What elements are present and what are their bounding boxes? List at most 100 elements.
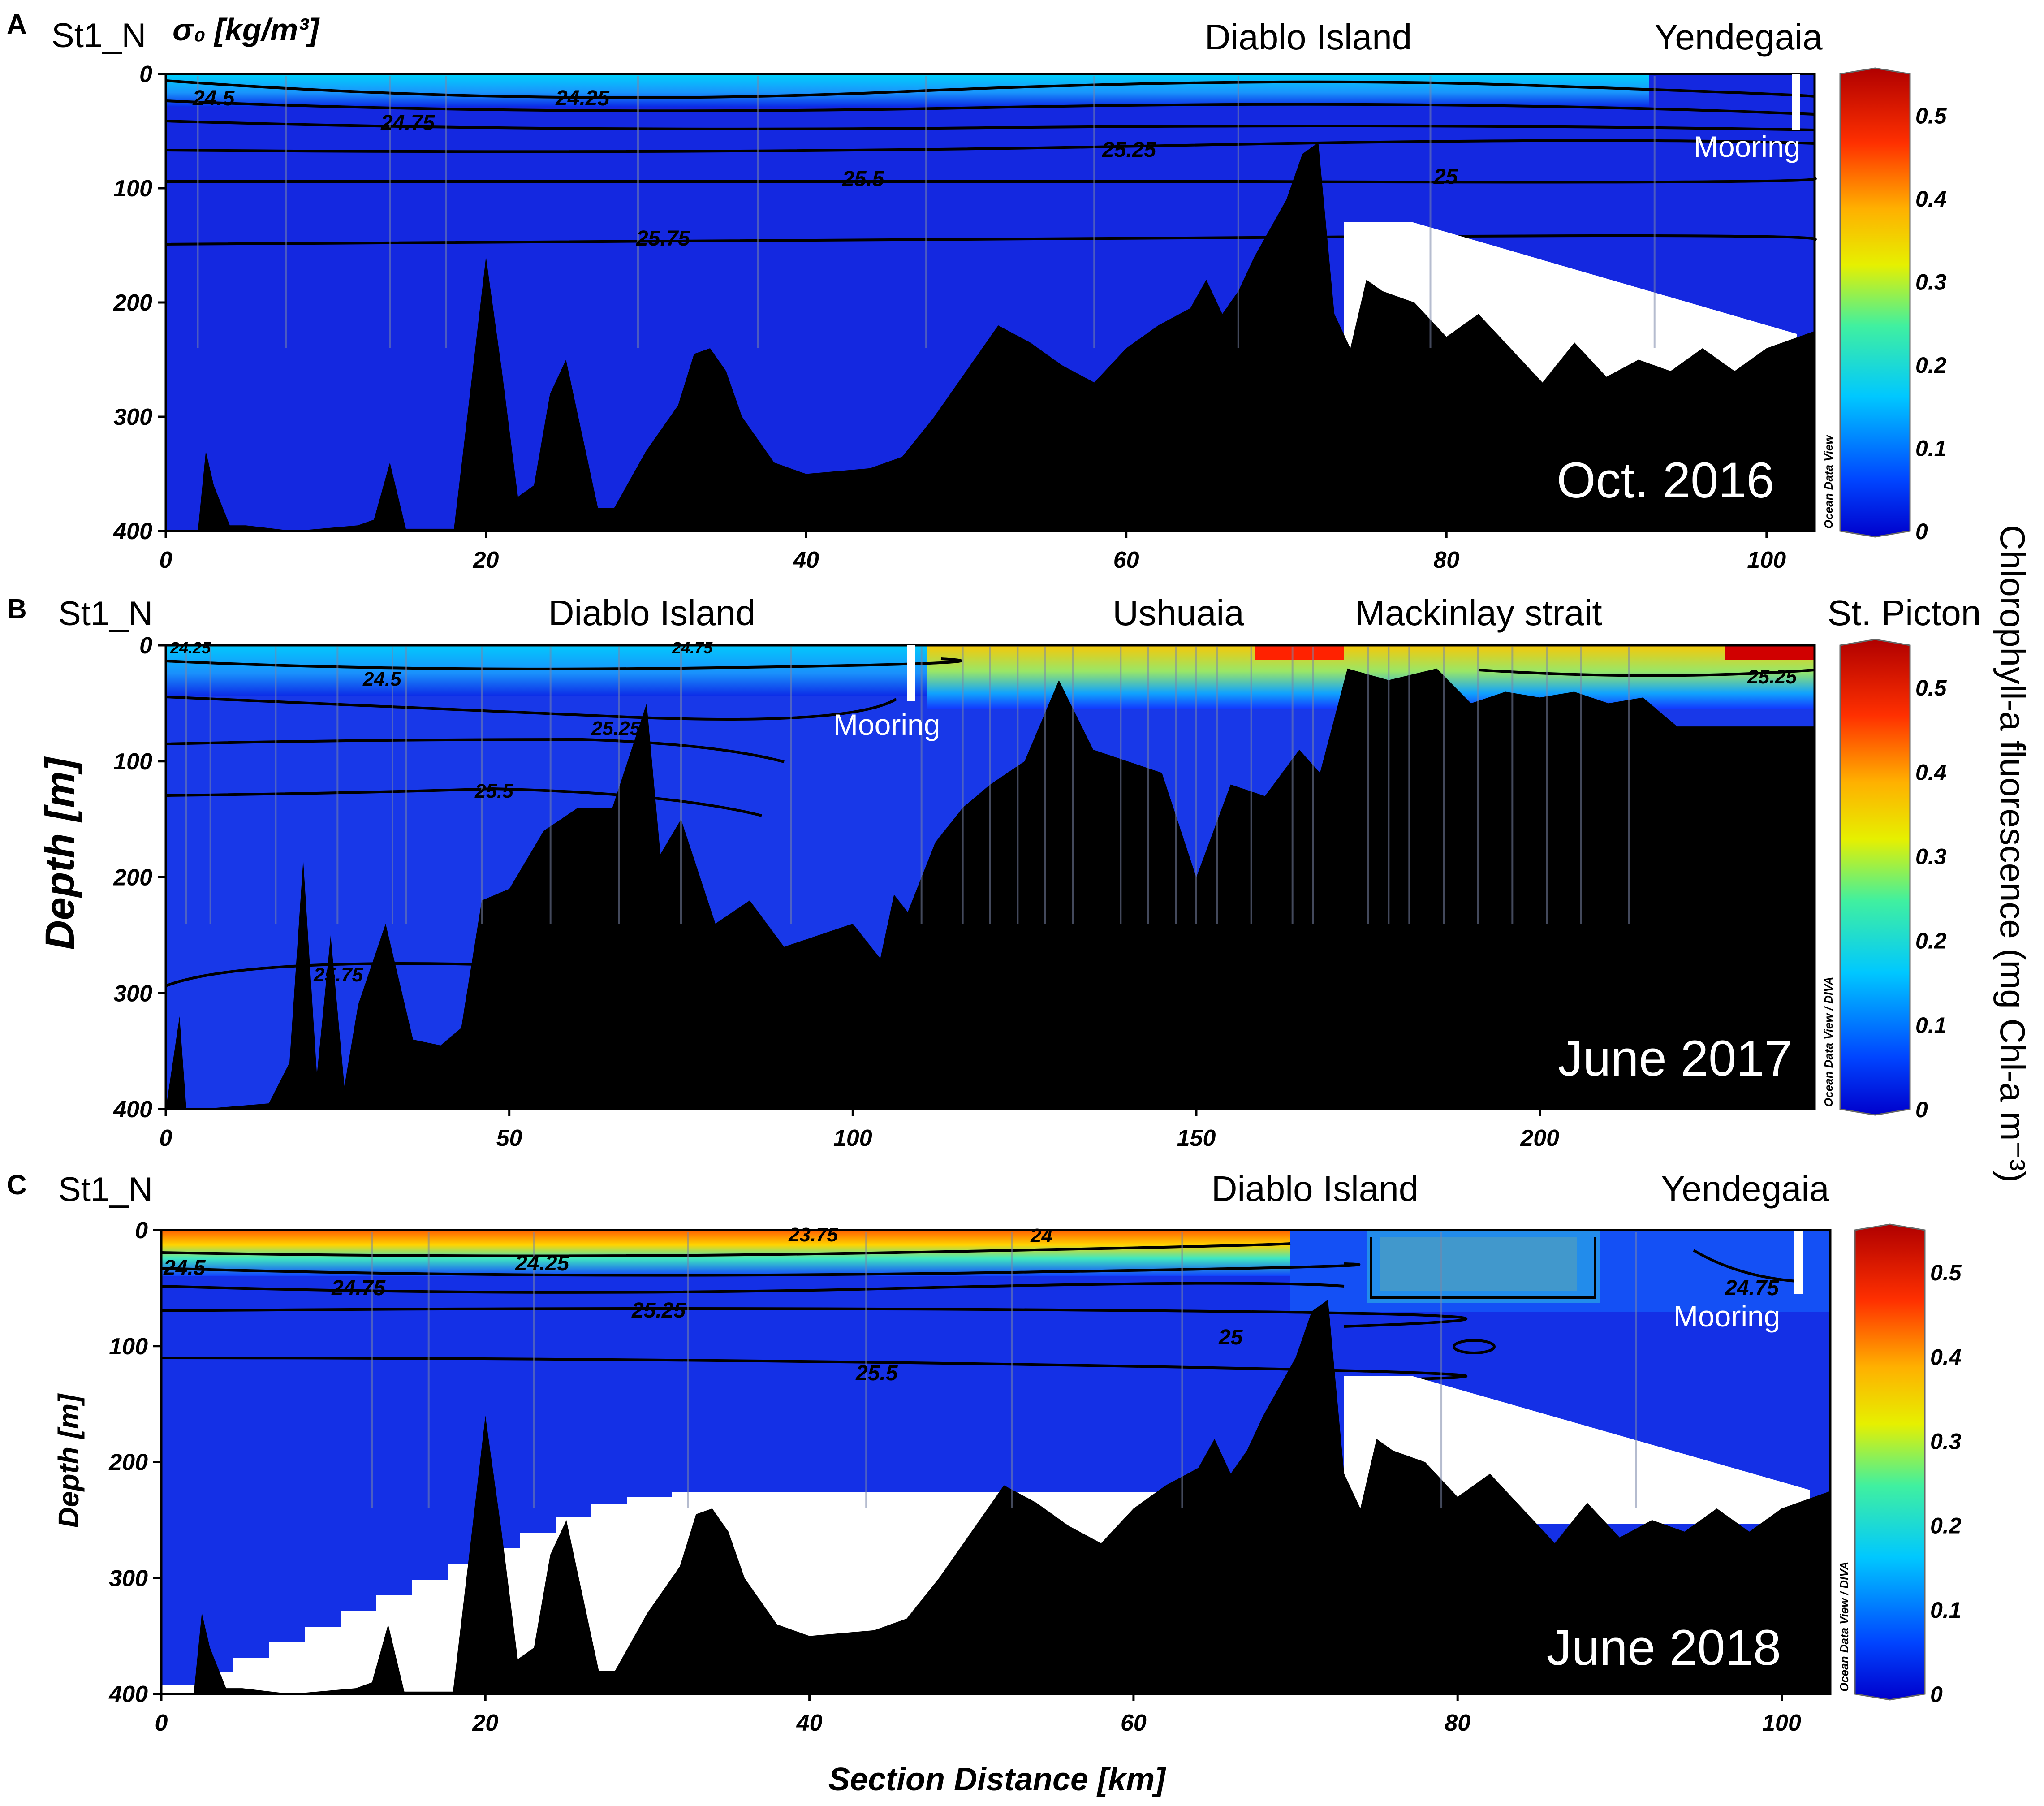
colorbar-tick-label: 0.4 [1915,760,1947,785]
contour-line [165,787,762,817]
x-tick-label: 100 [833,1125,872,1151]
x-tick-label: 0 [160,547,172,573]
panel-letter: B [7,594,27,625]
contour-line [165,79,1815,99]
mooring-marker [1794,1231,1803,1294]
colorbar-ticks: 0 0.1 0.2 0.3 0.4 0.5 [1930,1260,1962,1707]
contour-label: 25.25 [1102,138,1156,162]
contour-label: 24 [1030,1225,1052,1247]
x-tick-label: 100 [1747,547,1786,573]
x-tick-label: 100 [1762,1710,1801,1736]
colorbar-tick-label: 0.2 [1915,353,1947,378]
x-tick-label: 80 [1445,1710,1470,1736]
colorbar-body [1839,639,1911,1116]
contour-label: 24.75 [331,1276,386,1300]
contour-label: 24.75 [1725,1276,1779,1300]
x-axis: 0 20 40 60 80 100 [155,1694,1801,1736]
place-label: Yendegaia [1661,1169,1829,1209]
colorbar-tick-label: 0.5 [1915,104,1947,129]
place-label: Mackinlay strait [1355,593,1602,633]
place-label: St. Picton [1828,593,1981,633]
place-label: Ushuaia [1113,593,1244,633]
contour-label: 25.5 [474,780,513,802]
colorbar-tick-label: 0.5 [1915,675,1947,700]
colorbar: Ocean Data View / DIVA 0 0.1 0.2 0.3 0.4 0.5 [1822,639,1947,1122]
sigma-label: σ₀ [kg/m³] [172,12,320,47]
contour-line [1693,1249,1802,1283]
seafloor-profile [166,143,1815,531]
x-tick-label: 0 [160,1125,172,1151]
colorbar-ticks: 0 0.1 0.2 0.3 0.4 0.5 [1915,104,1947,544]
colorbar-tick-label: 0.5 [1930,1260,1962,1285]
mooring-label: Mooring [1673,1300,1780,1333]
place-label: Diablo Island [1212,1169,1419,1209]
contour-label: 25.25 [591,717,641,739]
x-tick-label: 20 [472,1710,498,1736]
colorbar-tick-label: 0.4 [1930,1344,1962,1370]
contour-label: 24.5 [362,668,401,690]
colorbar-tick-label: 0 [1915,1097,1928,1122]
surface-chlorophyll-layer [1725,646,1815,660]
colorbar-tick-label: 0.2 [1930,1513,1962,1538]
contour-line [1478,669,1815,677]
contour-label: 25.75 [313,964,363,986]
x-tick-label: 0 [155,1710,168,1736]
colorbar-watermark: Ocean Data View [1822,435,1835,529]
x-tick-label: 150 [1177,1125,1216,1151]
colorbar-tick-label: 0.4 [1915,186,1947,212]
colorbar-tick-label: 0 [1915,519,1928,544]
contour-label: 25.75 [636,227,690,251]
y-tick-label: 100 [113,176,152,202]
seafloor-profile [161,1300,1830,1694]
mooring-label: Mooring [1694,130,1800,163]
place-label: Yendegaia [1654,17,1823,57]
colorbar-tick-label: 0.3 [1930,1429,1962,1454]
station-label: St1_N [52,17,146,55]
y-tick-label: 300 [113,981,152,1007]
contour-label: 23.75 [788,1224,838,1246]
x-tick-label: 40 [793,547,819,573]
surface-chlorophyll-layer [1255,646,1344,660]
place-label: Diablo Island [1205,17,1412,57]
shelf-mask [1344,1376,1810,1524]
colorbar-tick-label: 0.2 [1915,929,1947,954]
colorbar-body [1839,67,1911,538]
colorbar: Ocean Data View / DIVA 0 0.1 0.2 0.3 0.4 0.5 [1837,1223,1962,1707]
y-tick-label: 0 [139,61,152,87]
contour-line [161,1357,1468,1382]
contour-label: 25 [1433,165,1458,189]
panel-letter: A [7,9,27,40]
contour-line [165,738,785,763]
station-lines [197,76,1656,348]
contour-label: 24.5 [163,1256,206,1280]
surface-chlorophyll-layer [166,646,927,696]
survey-date: June 2017 [1558,1030,1792,1086]
colorbar: Ocean Data View 0 0.1 0.2 0.3 0.4 0.5 [1822,67,1947,544]
contour-line [1453,1339,1496,1354]
colorbar-tick-label: 0.1 [1915,436,1947,461]
y-axis-label: Depth [m] [37,756,83,950]
x-axis: 0 50 100 150 200 [160,1109,1559,1151]
y-tick-label: 200 [113,290,152,316]
contour-line [165,696,897,721]
colorbar-body [1854,1223,1926,1701]
colorbar-title: Chlorophyll-a fluorescence (mg Chl-a m⁻³… [1993,525,2032,1182]
panel-b: B St1_N Diablo Island Ushuaia Mackinlay … [7,525,2032,1182]
y-axis: 0 100 200 300 400 [113,633,166,1123]
contour-line [165,177,1817,184]
mooring-label: Mooring [833,708,940,741]
contour-label: 25.25 [631,1299,686,1322]
y-tick-label: 400 [113,518,152,544]
x-axis: 0 20 40 60 80 100 [160,531,1786,573]
y-tick-label: 0 [139,633,152,659]
y-tick-label: 100 [109,1334,148,1360]
contour-label: 24.25 [170,639,211,657]
survey-date: June 2018 [1547,1620,1781,1676]
contour-line [165,657,962,670]
y-tick-label: 100 [113,749,152,775]
station-lines [371,1232,1637,1508]
x-tick-label: 200 [1520,1125,1559,1151]
contour-line [165,139,1815,153]
panel-a: A St1_N σ₀ [kg/m³] Diablo Island Yendega… [7,9,1947,573]
